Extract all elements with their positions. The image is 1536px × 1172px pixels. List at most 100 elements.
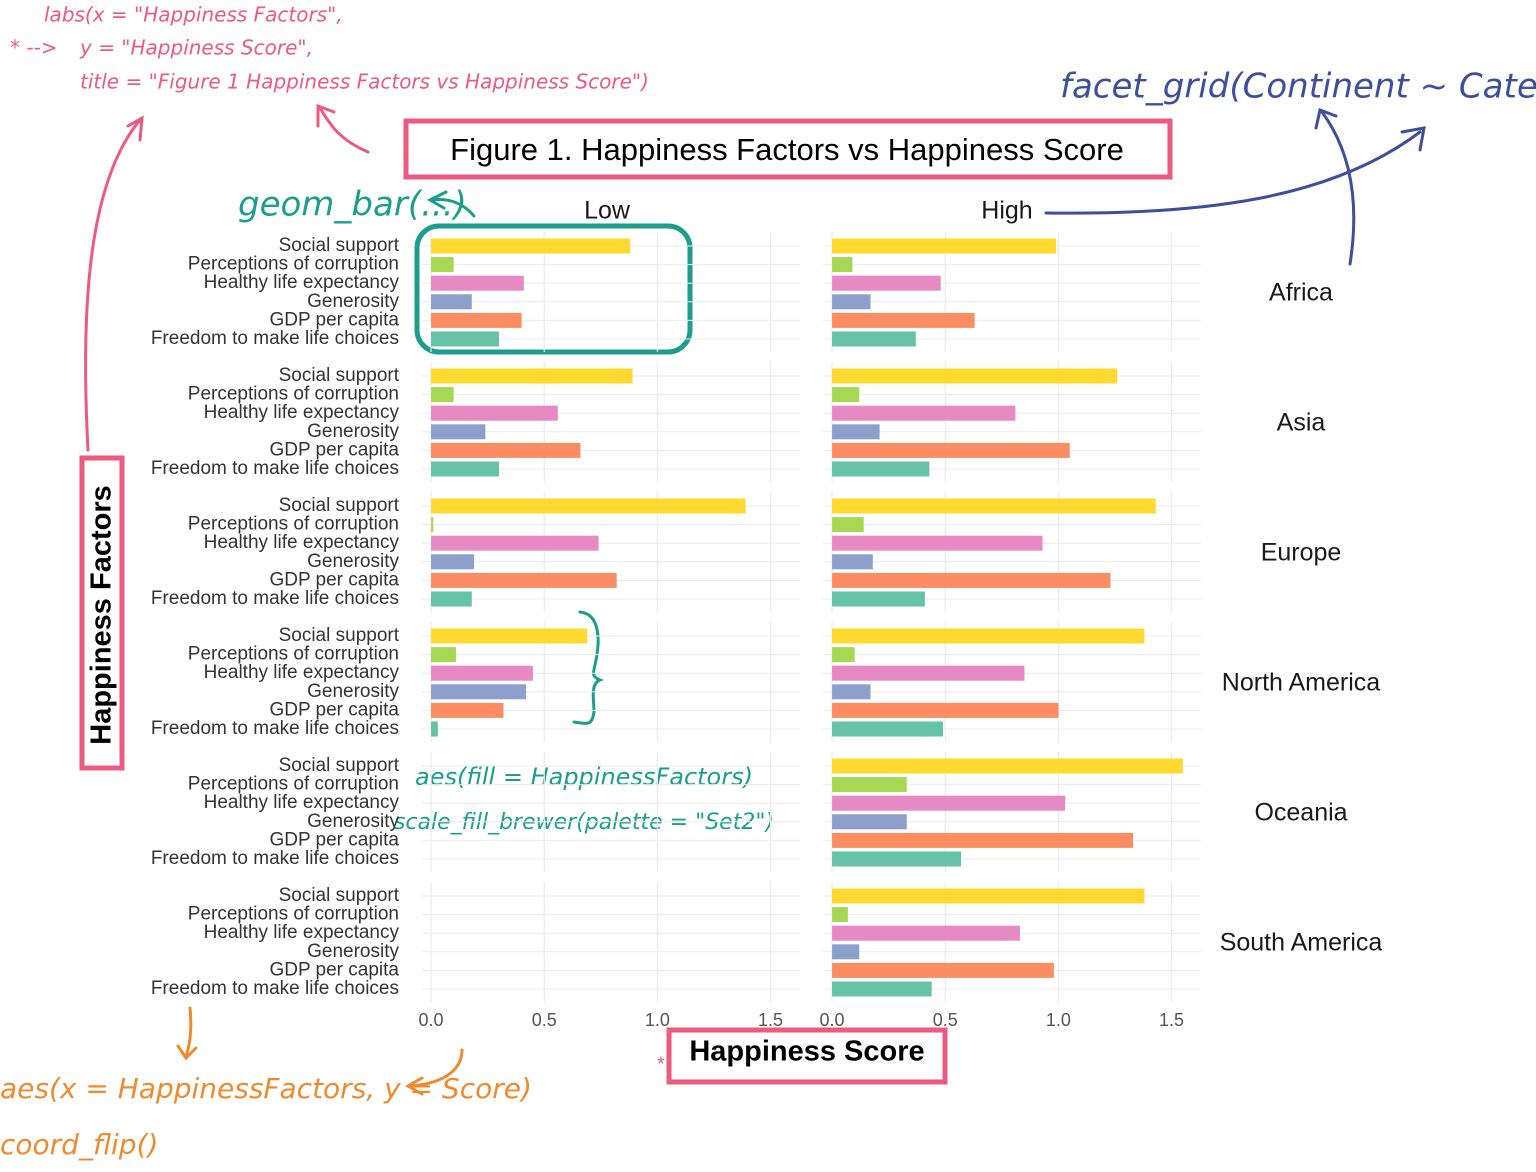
arrow	[426, 190, 476, 218]
bar	[431, 591, 472, 607]
bar	[832, 368, 1118, 384]
bar	[832, 554, 873, 570]
y-tick-label: Freedom to make life choices	[151, 848, 399, 869]
bar	[832, 331, 916, 347]
annotation: *	[657, 1053, 665, 1075]
y-tick-label: Healthy life expectancy	[204, 532, 400, 553]
row-strip-label: Asia	[1277, 409, 1326, 437]
bar	[431, 461, 499, 477]
y-tick-label: GDP per capita	[269, 309, 399, 330]
x-tick-label: 0.5	[532, 1010, 557, 1030]
y-tick-label: Healthy life expectancy	[204, 272, 400, 293]
row-strip-label: Africa	[1269, 279, 1333, 307]
y-tick-label: Generosity	[307, 291, 399, 312]
bar	[832, 665, 1025, 681]
bar	[832, 442, 1070, 458]
bar	[832, 275, 941, 291]
arrow	[84, 115, 144, 452]
bar	[832, 851, 962, 867]
bar	[832, 814, 907, 830]
bar	[431, 554, 475, 570]
row-strip-label: North America	[1222, 669, 1380, 697]
bar	[832, 535, 1043, 551]
bar	[431, 498, 746, 514]
x-tick-label: 0.0	[419, 1010, 444, 1030]
y-tick-label: Generosity	[307, 551, 399, 572]
decorations	[79, 103, 1426, 1096]
annotation: geom_bar(...)	[238, 185, 467, 225]
bar	[832, 962, 1054, 978]
bar	[431, 647, 456, 663]
bar	[832, 294, 871, 310]
bar	[431, 684, 527, 700]
title-box	[403, 118, 1173, 180]
y-tick-label: Social support	[279, 625, 400, 646]
bar	[832, 795, 1066, 811]
y-tick-label: Perceptions of corruption	[188, 774, 399, 795]
bar	[832, 387, 860, 403]
y-tick-label: Perceptions of corruption	[188, 384, 399, 405]
bar	[832, 777, 907, 793]
bar	[431, 387, 454, 403]
bar	[832, 832, 1134, 848]
bar	[832, 758, 1183, 774]
bar	[832, 405, 1016, 421]
bar	[431, 238, 631, 254]
bar	[832, 647, 855, 663]
y-tick-label: Perceptions of corruption	[188, 904, 399, 925]
annotation: aes(x = HappinessFactors, y = Score)	[0, 1072, 532, 1105]
y-tick-label: Perceptions of corruption	[188, 644, 399, 665]
bar	[832, 312, 975, 328]
annotation: aes(fill = HappinessFactors)	[415, 763, 753, 791]
y-tick-label: GDP per capita	[269, 439, 399, 460]
bar	[431, 535, 599, 551]
y-tick-label: Freedom to make life choices	[151, 718, 399, 739]
x-tick-label: 0.5	[933, 1010, 958, 1030]
bar	[832, 591, 925, 607]
column-strip-label: Low	[584, 197, 631, 225]
bar	[832, 721, 943, 737]
bar	[832, 257, 853, 273]
bar	[832, 517, 864, 533]
bar	[832, 981, 932, 997]
bar	[832, 684, 871, 700]
y-tick-label: Freedom to make life choices	[151, 978, 399, 999]
bar	[431, 294, 472, 310]
bar	[431, 405, 558, 421]
chart-title: Figure 1. Happiness Factors vs Happiness…	[450, 132, 1124, 167]
y-tick-label: GDP per capita	[269, 959, 399, 980]
bar	[431, 702, 504, 718]
y-tick-label: Freedom to make life choices	[151, 458, 399, 479]
y-tick-label: Generosity	[307, 941, 399, 962]
y-axis-label: Happiness Factors	[86, 485, 118, 744]
y-tick-label: Freedom to make life choices	[151, 328, 399, 349]
x-tick-label: 1.5	[758, 1010, 783, 1030]
annotation: scale_fill_brewer(palette = "Set2")	[394, 810, 774, 835]
y-tick-label: GDP per capita	[269, 569, 399, 590]
column-strip-label: High	[981, 197, 1032, 225]
y-tick-label: Generosity	[307, 811, 399, 832]
x-tick-label: 1.0	[1046, 1010, 1071, 1030]
y-tick-label: Healthy life expectancy	[204, 792, 400, 813]
bar	[431, 424, 486, 440]
arrow	[404, 1048, 464, 1096]
bar	[431, 257, 454, 273]
bar	[431, 572, 617, 588]
y-tick-label: Social support	[279, 755, 400, 776]
y-tick-label: Social support	[279, 235, 400, 256]
brace	[572, 610, 605, 725]
bar	[832, 628, 1145, 644]
bar	[832, 702, 1059, 718]
x-axis-label: Happiness Score	[689, 1036, 924, 1068]
arrow	[1314, 107, 1356, 266]
bar	[431, 517, 434, 533]
bar	[832, 498, 1156, 514]
x-tick-label: 1.5	[1159, 1010, 1184, 1030]
bar	[431, 442, 581, 458]
y-tick-label: Social support	[279, 495, 400, 516]
arrow	[316, 103, 370, 154]
bar	[832, 944, 860, 960]
annotation: y = "Happiness Score",	[79, 36, 313, 60]
